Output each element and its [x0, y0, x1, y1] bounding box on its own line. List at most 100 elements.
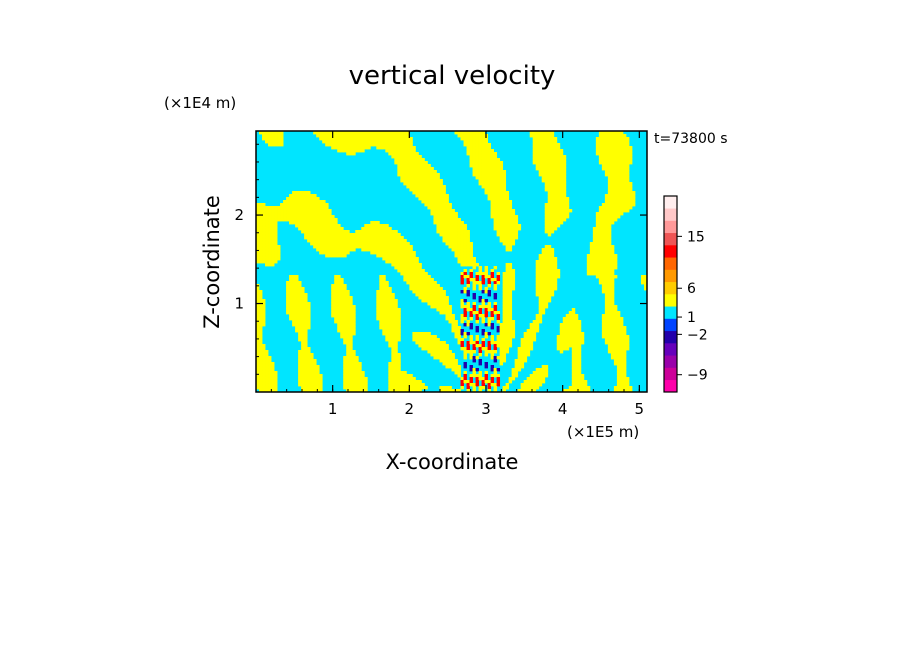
field-cell — [508, 221, 513, 225]
field-cell — [415, 341, 419, 345]
field-cell — [334, 137, 338, 141]
field-cell — [331, 308, 335, 312]
field-cell — [538, 278, 543, 282]
field-cell — [373, 131, 377, 135]
field-cell — [625, 377, 630, 381]
field-cell — [397, 242, 401, 246]
field-cell — [610, 308, 615, 312]
field-cell — [307, 383, 311, 387]
field-cell — [571, 323, 576, 327]
field-cell — [562, 179, 567, 183]
field-cell — [310, 359, 314, 363]
field-cell — [556, 143, 561, 147]
field-cell — [463, 308, 467, 312]
field-cell — [439, 347, 443, 351]
field-cell — [496, 215, 501, 219]
field-cell — [604, 215, 609, 219]
field-cell — [259, 314, 263, 318]
field-cell — [256, 314, 260, 318]
field-cell — [625, 386, 630, 390]
field-cell — [262, 254, 266, 258]
field-cell — [403, 161, 407, 165]
field-cell — [433, 350, 437, 354]
field-cell — [514, 359, 519, 363]
field-cell — [310, 194, 314, 198]
field-cell — [499, 221, 504, 225]
field-cell — [274, 230, 278, 234]
field-cell — [262, 350, 266, 354]
field-cell — [424, 194, 428, 198]
field-cell — [559, 152, 564, 156]
field-cell — [505, 272, 510, 276]
field-cell — [535, 377, 540, 381]
field-cell — [625, 338, 630, 342]
field-cell — [307, 308, 311, 312]
field-cell — [265, 353, 269, 357]
field-cell — [514, 224, 519, 228]
field-cell — [376, 146, 380, 150]
field-cell — [292, 305, 296, 309]
field-cell — [547, 245, 552, 249]
field-cell — [412, 176, 416, 180]
field-cell — [550, 269, 555, 273]
field-cell — [538, 299, 543, 303]
field-cell — [628, 149, 633, 153]
field-cell — [463, 257, 467, 261]
field-cell — [457, 236, 461, 240]
field-cell — [430, 173, 434, 177]
field-cell — [526, 344, 531, 348]
field-cell — [442, 305, 446, 309]
field-cell — [397, 146, 401, 150]
field-cell — [265, 383, 269, 387]
field-cell — [265, 140, 269, 144]
field-cell — [364, 248, 368, 252]
field-cell — [442, 296, 446, 300]
field-cell — [505, 329, 510, 333]
field-cell — [607, 155, 612, 159]
field-cell — [352, 236, 356, 240]
field-cell — [388, 302, 392, 306]
field-cell — [544, 296, 549, 300]
field-cell — [313, 227, 317, 231]
field-cell — [490, 158, 495, 162]
field-cell — [301, 221, 305, 225]
field-cell — [400, 371, 404, 375]
field-cell — [349, 320, 353, 324]
field-cell — [325, 254, 329, 258]
field-cell — [553, 179, 558, 183]
field-cell — [340, 311, 344, 315]
field-cell — [346, 239, 350, 243]
field-cell — [361, 242, 365, 246]
field-cell — [304, 368, 308, 372]
field-cell — [262, 317, 266, 321]
field-cell — [601, 164, 606, 168]
field-cell — [613, 311, 618, 315]
field-cell — [313, 242, 317, 246]
field-cell — [625, 173, 630, 177]
field-cell — [502, 347, 507, 351]
field-cell — [598, 248, 603, 252]
field-cell — [292, 221, 296, 225]
field-cell — [412, 260, 416, 264]
field-cell — [388, 140, 392, 144]
field-cell — [616, 335, 621, 339]
field-cell — [391, 347, 395, 351]
field-cell — [310, 377, 314, 381]
field-cell — [439, 188, 443, 192]
field-cell — [454, 227, 458, 231]
field-cell — [271, 236, 275, 240]
field-cell — [613, 308, 618, 312]
field-cell — [559, 203, 564, 207]
field-cell — [544, 368, 549, 372]
field-cell — [544, 272, 549, 276]
field-cell — [472, 293, 476, 297]
field-cell — [436, 209, 440, 213]
field-cell — [352, 239, 356, 243]
field-cell — [445, 230, 449, 234]
field-cell — [553, 158, 558, 162]
field-cell — [571, 350, 576, 354]
field-cell — [622, 380, 627, 384]
field-cell — [475, 176, 479, 180]
field-cell — [388, 239, 392, 243]
field-cell — [496, 281, 501, 285]
